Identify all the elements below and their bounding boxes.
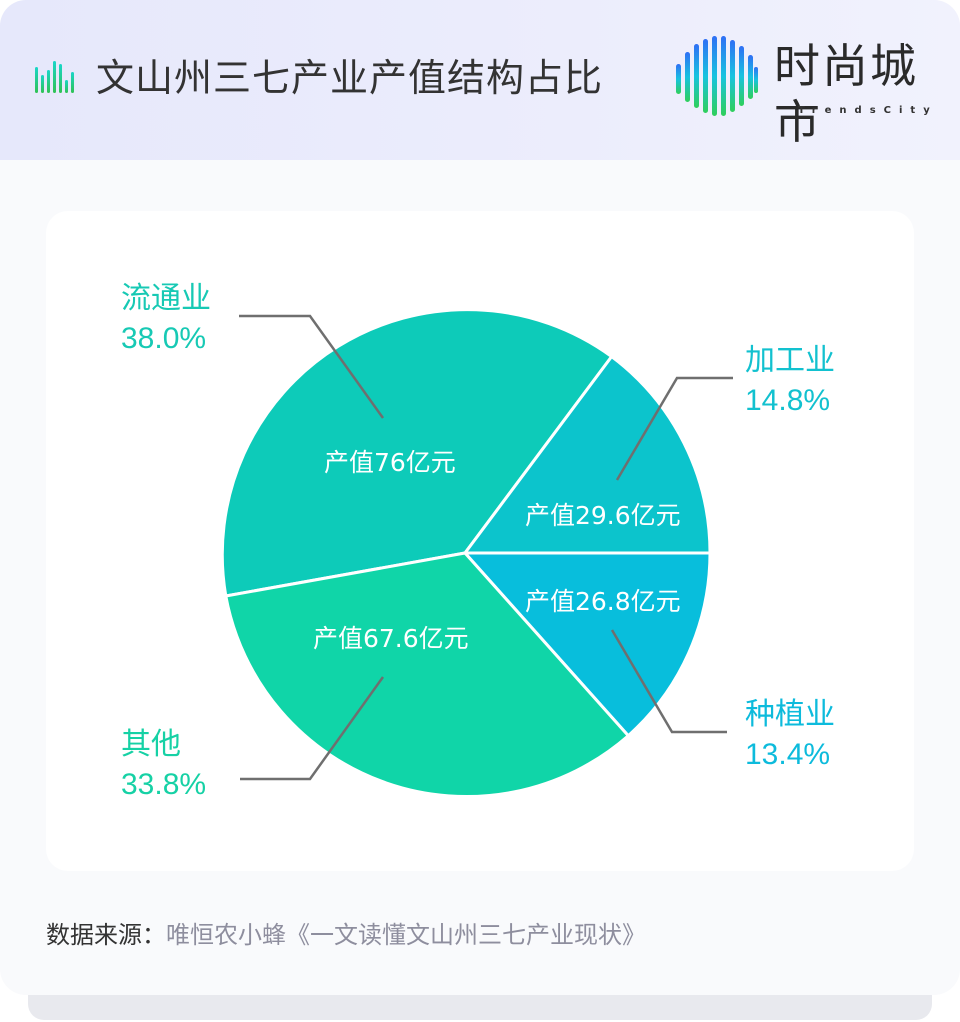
callout-percent: 38.0% bbox=[121, 322, 207, 355]
pie-slice-qita[interactable] bbox=[224, 551, 630, 798]
header: 文山州三七产业产值结构占比 时尚城市 TrendsCity bbox=[0, 0, 960, 160]
logo-subtext: TrendsCity bbox=[798, 105, 938, 116]
callout-name: 加工业 bbox=[745, 344, 835, 377]
callout-jiagong: 加工业 14.8% bbox=[745, 341, 835, 421]
callout-percent: 14.8% bbox=[745, 384, 831, 417]
leader-line-jiagong bbox=[615, 376, 733, 481]
slice-value-zhongzhi: 产值26.8亿元 bbox=[525, 587, 681, 616]
pie-chart bbox=[220, 308, 733, 798]
leader-line-zhongzhi bbox=[610, 629, 727, 734]
source-value: 唯恒农小蜂《一文读懂文山州三七产业现状》 bbox=[166, 921, 646, 949]
leader-line-liutong bbox=[239, 314, 385, 419]
callout-name: 种植业 bbox=[745, 698, 835, 731]
logo-text: 时尚城市 bbox=[774, 39, 918, 149]
pie-slice-liutong[interactable] bbox=[220, 308, 614, 598]
data-source: 数据来源：唯恒农小蜂《一文读懂文山州三七产业现状》 bbox=[46, 918, 646, 952]
callout-qita: 其他 33.8% bbox=[121, 725, 206, 805]
callout-name: 其他 bbox=[121, 728, 181, 761]
slice-value-qita: 产值67.6亿元 bbox=[313, 624, 469, 653]
callout-percent: 33.8% bbox=[121, 768, 207, 801]
page-title: 文山州三七产业产值结构占比 bbox=[96, 56, 604, 100]
pie-slice-jiagong[interactable] bbox=[463, 355, 712, 555]
bar-chart-icon bbox=[35, 61, 74, 93]
callout-liutong: 流通业 38.0% bbox=[121, 279, 211, 359]
callout-zhongzhi: 种植业 13.4% bbox=[745, 695, 835, 775]
leader-line-qita bbox=[240, 676, 385, 781]
callout-percent: 13.4% bbox=[745, 738, 831, 771]
trendscity-logo-icon bbox=[676, 36, 758, 116]
slice-value-liutong: 产值76亿元 bbox=[324, 448, 456, 477]
slice-value-jiagong: 产值29.6亿元 bbox=[525, 501, 681, 530]
infographic-card: 文山州三七产业产值结构占比 时尚城市 TrendsCity bbox=[0, 0, 960, 952]
callout-name: 流通业 bbox=[121, 282, 211, 315]
source-label: 数据来源： bbox=[46, 921, 166, 949]
